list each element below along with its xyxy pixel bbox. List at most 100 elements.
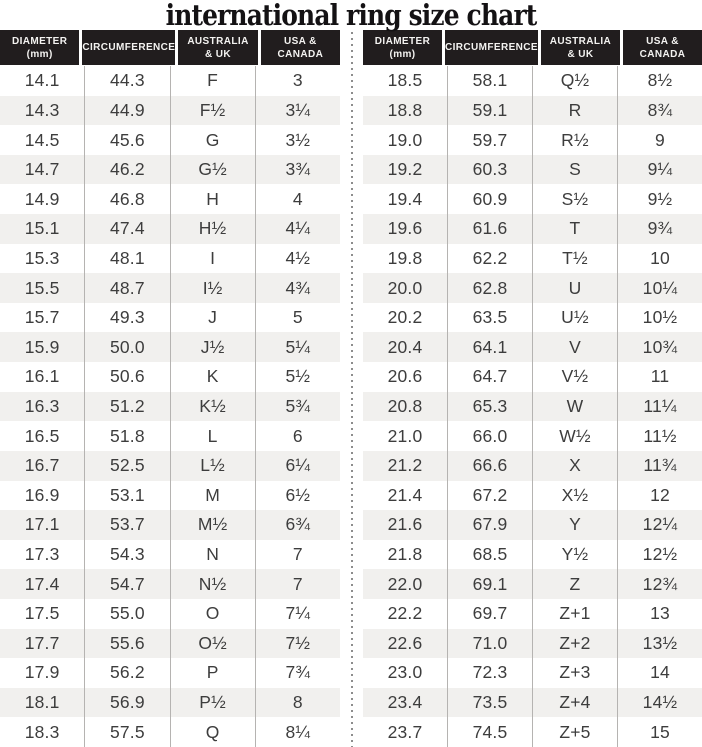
table-cell: 59.1	[447, 95, 532, 126]
table-row: 17.4 54.7 N½ 7	[0, 569, 340, 599]
table-row: 18.8 59.1 R 8¾	[363, 95, 702, 126]
table-cell: 7¼	[254, 598, 340, 629]
table-cell: 63.5	[447, 302, 532, 333]
table-cell: Q½	[532, 66, 617, 96]
table-cell: Y½	[532, 539, 617, 570]
table-cell: 20.0	[387, 277, 423, 298]
table-cell: 48.7	[84, 273, 169, 303]
table-row: 17.5 55.0 O 7¼	[0, 598, 340, 629]
table-cell: 4	[254, 184, 340, 215]
table-cell: 12½	[617, 539, 702, 570]
table-cell: 17.3	[24, 544, 60, 565]
table-cell: 13½	[617, 628, 702, 659]
table-cell: 19.2	[387, 159, 423, 180]
table-cell: 17.5	[24, 603, 60, 624]
table-row: 20.0 62.8 U 10¼	[363, 273, 702, 303]
table-cell: 21.6	[387, 514, 423, 535]
table-cell: 16.9	[24, 484, 60, 505]
table-cell: U½	[532, 302, 617, 333]
table-cell: 61.6	[447, 214, 532, 244]
table-row: 15.3 48.1 I 4½	[0, 243, 340, 274]
table-row: 17.3 54.3 N 7	[0, 539, 340, 570]
table-cell: 56.9	[84, 687, 169, 718]
table-cell: 19.8	[387, 247, 423, 268]
table-row: 14.5 45.6 G 3½	[0, 125, 340, 155]
table-cell: 47.4	[84, 214, 169, 244]
table-cell: 45.6	[84, 125, 169, 155]
table-cell: 20.8	[387, 396, 423, 416]
table-cell: 64.1	[447, 332, 532, 363]
table-cell: 12	[617, 480, 702, 511]
table-cell: 51.8	[84, 421, 169, 451]
column-header: USA & CANADA	[622, 30, 702, 65]
table-cell: 14.9	[24, 188, 60, 209]
table-cell: 62.2	[447, 243, 532, 274]
table-row: 14.1 44.3 F 3	[0, 66, 340, 96]
table-cell: 15	[617, 717, 702, 747]
table-row: 20.2 63.5 U½ 10½	[363, 302, 702, 333]
table-cell: 10¾	[617, 332, 702, 363]
table-cell: 49.3	[84, 302, 169, 333]
table-cell: 17.7	[24, 632, 60, 653]
table-cell: 65.3	[447, 391, 532, 422]
table-cell: 8¼	[254, 717, 340, 747]
table-cell: F	[169, 66, 255, 96]
table-cell: Z	[532, 569, 617, 599]
table-cell: 62.8	[447, 273, 532, 303]
table-cell: P½	[169, 687, 255, 718]
table-cell: 18.5	[387, 70, 423, 91]
table-cell: 20.2	[387, 307, 423, 328]
table-cell: 23.4	[387, 692, 423, 713]
table-row: 21.8 68.5 Y½ 12½	[363, 539, 702, 570]
table-cell: 58.1	[447, 66, 532, 96]
table-cell: O	[169, 598, 255, 629]
table-cell: R	[532, 95, 617, 126]
table-cell: H½	[169, 214, 255, 244]
table-cell: 55.6	[84, 628, 169, 659]
table-cell: 15.7	[24, 307, 60, 328]
table-row: 21.6 67.9 Y 12¼	[363, 510, 702, 540]
table-row: 15.1 47.4 H½ 4¼	[0, 214, 340, 244]
table-cell: K	[169, 362, 255, 392]
table-cell: 8¾	[617, 95, 702, 126]
table-cell: 15.9	[24, 336, 60, 357]
table-cell: 14	[617, 658, 702, 688]
table-row: 15.5 48.7 I½ 4¾	[0, 273, 340, 303]
table-cell: U	[532, 273, 617, 303]
table-cell: 22.6	[387, 632, 423, 653]
table-cell: 7	[254, 539, 340, 570]
table-cell: 22.2	[387, 603, 423, 624]
table-cell: 11¼	[617, 391, 702, 422]
table-row: 19.4 60.9 S½ 9½	[363, 184, 702, 215]
table-cell: 19.0	[387, 129, 423, 150]
table-row: 18.1 56.9 P½ 8	[0, 687, 340, 718]
table-cell: 13	[617, 598, 702, 629]
table-cell: 69.7	[447, 598, 532, 629]
table-cell: G	[169, 125, 255, 155]
table-row: 18.3 57.5 Q 8¼	[0, 717, 340, 747]
table-cell: 3¾	[254, 154, 340, 185]
table-cell: Y	[532, 510, 617, 540]
table-cell: 66.6	[447, 450, 532, 481]
table-cell: 44.9	[84, 95, 169, 126]
table-cell: Z+4	[532, 687, 617, 718]
table-cell: Z+5	[532, 717, 617, 747]
table-cell: 15.3	[24, 247, 60, 268]
ring-size-table-right: DIAMETER (mm) CIRCUMFERENCE AUSTRALIA & UK US…	[363, 30, 702, 747]
column-header: DIAMETER (mm)	[0, 30, 80, 65]
table-cell: S½	[532, 184, 617, 215]
column-header: AUSTRALIA & UK	[178, 30, 258, 65]
table-cell: M½	[169, 510, 255, 540]
table-cell: 16.7	[24, 455, 60, 476]
table-cell: L	[169, 421, 255, 451]
table-cell: 4¼	[254, 214, 340, 244]
table-cell: T	[532, 214, 617, 244]
table-cell: 21.0	[387, 425, 423, 446]
column-header: AUSTRALIA & UK	[540, 30, 620, 65]
table-cell: Q	[169, 717, 255, 747]
table-cell: 11¾	[617, 450, 702, 481]
table-cell: 9	[617, 125, 702, 155]
table-cell: K½	[169, 391, 255, 422]
table-cell: 74.5	[447, 717, 532, 747]
table-cell: X	[532, 450, 617, 481]
